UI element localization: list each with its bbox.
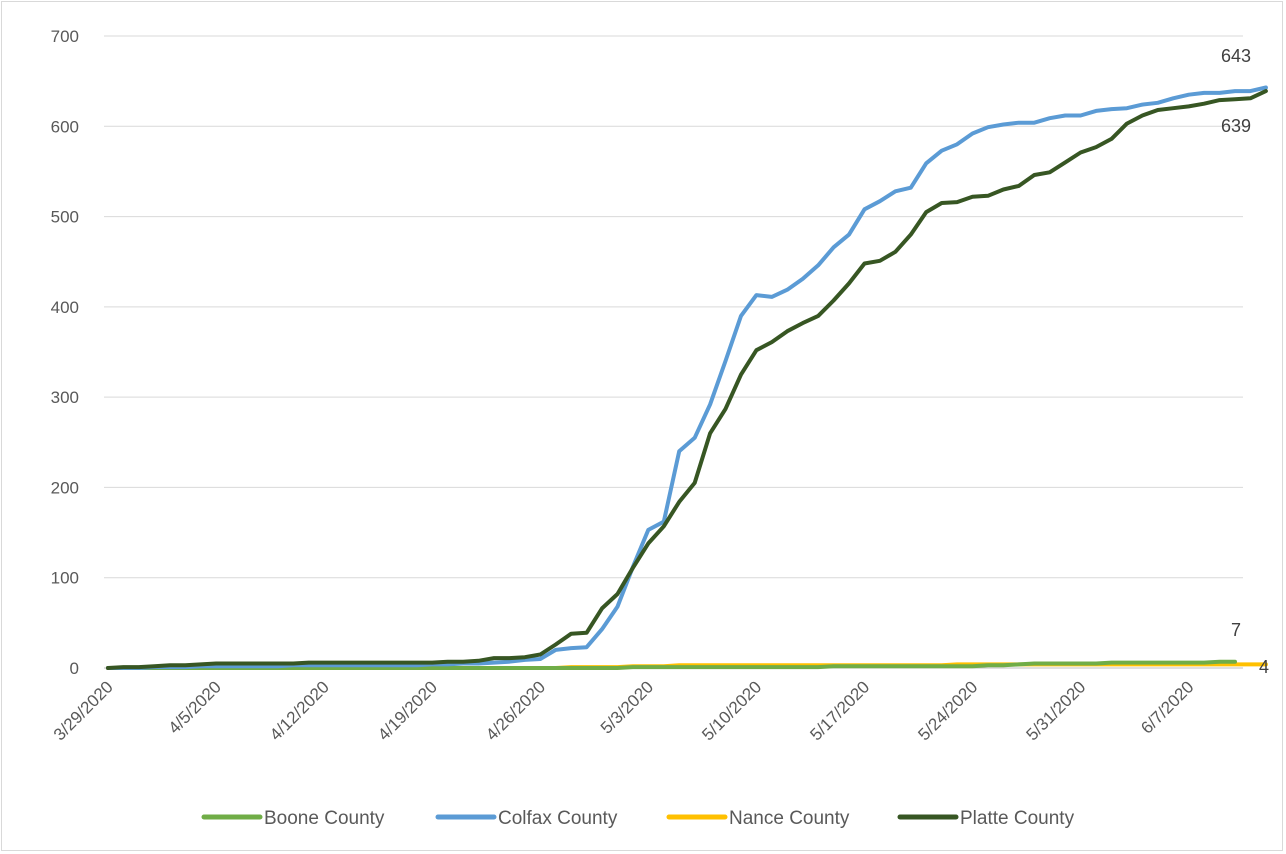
end-labels: 7 643 4 639: [1221, 46, 1269, 677]
series-line-colfax-county: [106, 85, 1268, 670]
end-label-nance-county: 4: [1259, 657, 1269, 677]
x-tick-label: 3/29/2020: [50, 677, 117, 744]
y-tick-label: 0: [70, 659, 79, 678]
x-tick-label: 5/31/2020: [1023, 677, 1090, 744]
y-tick-label: 300: [51, 388, 79, 407]
y-axis-ticks: 0 100 200 300 400 500 600 700: [51, 27, 79, 678]
x-tick-label: 6/7/2020: [1137, 677, 1197, 737]
x-axis-ticks: 3/29/2020 4/5/2020 4/12/2020 4/19/2020 4/26/…: [50, 677, 1198, 744]
x-tick-label: 5/3/2020: [597, 677, 657, 737]
x-tick-label: 4/5/2020: [165, 677, 225, 737]
x-tick-label: 5/24/2020: [914, 677, 981, 744]
legend-label: Boone County: [264, 808, 385, 829]
end-label-colfax-county: 643: [1221, 46, 1251, 66]
x-tick-label: 5/10/2020: [698, 677, 765, 744]
y-tick-label: 400: [51, 298, 79, 317]
series-line-boone-county: [106, 659, 1237, 670]
series-line-platte-county: [106, 89, 1268, 670]
y-tick-label: 600: [51, 117, 79, 136]
y-tick-label: 200: [51, 478, 79, 497]
x-tick-label: 4/12/2020: [266, 677, 333, 744]
gridlines: [104, 35, 1243, 669]
legend-label: Platte County: [960, 808, 1075, 829]
y-tick-label: 100: [51, 569, 79, 588]
x-tick-label: 5/17/2020: [806, 677, 873, 744]
end-label-boone-county: 7: [1231, 620, 1241, 640]
y-tick-label: 700: [51, 27, 79, 46]
x-tick-label: 4/26/2020: [482, 677, 549, 744]
legend-label: Colfax County: [498, 808, 618, 829]
legend-label: Nance County: [729, 808, 850, 829]
legend: Boone County Colfax County Nance County Pla…: [201, 808, 1075, 829]
end-label-platte-county: 639: [1221, 116, 1251, 136]
y-tick-label: 500: [51, 208, 79, 227]
x-tick-label: 4/19/2020: [374, 677, 441, 744]
series-lines: [106, 85, 1268, 670]
